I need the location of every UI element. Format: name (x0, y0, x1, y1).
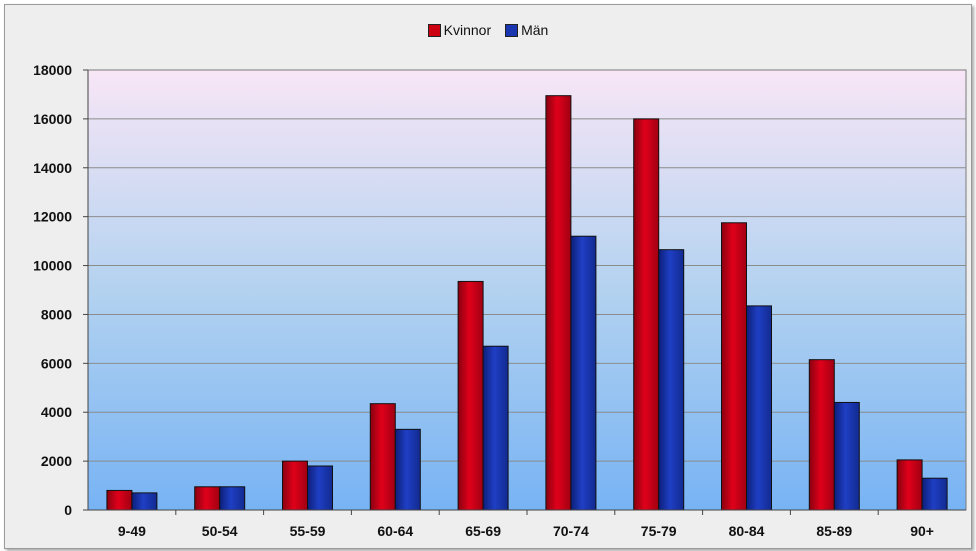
legend-label-man: Män (521, 22, 549, 38)
bar-man-55-59 (307, 465, 333, 511)
x-tick-label: 9-49 (118, 523, 146, 539)
legend: Kvinnor Män (0, 22, 976, 38)
bar-man-75-79 (658, 249, 685, 511)
y-tick-label: 14000 (33, 160, 72, 176)
y-tick-label: 4000 (41, 404, 72, 420)
legend-entry-kvinnor: Kvinnor (427, 22, 492, 38)
y-tick-label: 18000 (33, 62, 72, 78)
bar-kvinnor-70-74 (545, 95, 572, 511)
bar-kvinnor-80-84 (721, 222, 747, 511)
bar-kvinnor-90+ (896, 459, 923, 511)
bar-kvinnor-55-59 (282, 460, 308, 511)
legend-swatch-man (505, 23, 519, 37)
bar-man-9-49 (131, 492, 158, 511)
x-tick-label: 65-69 (465, 523, 501, 539)
bar-man-90+ (921, 477, 948, 511)
bar-kvinnor-65-69 (457, 280, 484, 511)
bar-man-65-69 (482, 345, 509, 511)
x-tick-label: 80-84 (729, 523, 765, 539)
bar-man-70-74 (570, 235, 597, 511)
x-tick-label: 70-74 (553, 523, 589, 539)
bar-kvinnor-60-64 (369, 403, 396, 511)
bar-kvinnor-50-54 (194, 486, 221, 511)
y-tick-label: 12000 (33, 209, 72, 225)
bars (106, 95, 948, 511)
legend-label-kvinnor: Kvinnor (443, 22, 492, 38)
y-tick-label: 6000 (41, 355, 72, 371)
x-tick-label: 85-89 (816, 523, 852, 539)
x-tick-label: 55-59 (290, 523, 326, 539)
bar-man-50-54 (219, 486, 246, 511)
gridlines (88, 118, 966, 462)
bar-man-80-84 (746, 305, 772, 511)
bar-man-85-89 (833, 401, 860, 511)
x-tick-label: 90+ (910, 523, 934, 539)
y-tick-label: 10000 (33, 258, 72, 274)
x-tick-label: 60-64 (377, 523, 413, 539)
y-tick-label: 8000 (41, 306, 72, 322)
legend-entry-man: Män (505, 22, 548, 38)
legend-swatch-kvinnor (427, 23, 441, 37)
y-tick-label: 16000 (33, 111, 72, 127)
y-tick-label: 0 (64, 502, 72, 518)
bar-kvinnor-85-89 (808, 359, 835, 511)
bar-man-60-64 (394, 428, 421, 511)
x-tick-label: 50-54 (202, 523, 238, 539)
x-axis-ticks: 9-49 50-54 55-59 60-64 65-69 70-74 75-79 80-84 8… (118, 510, 934, 539)
y-tick-label: 2000 (41, 453, 72, 469)
y-axis-ticks: 0 2000 4000 6000 8000 10000 12000 14000 16000 180… (33, 62, 88, 518)
bar-kvinnor-9-49 (106, 489, 133, 511)
x-tick-label: 75-79 (641, 523, 677, 539)
bar-kvinnor-75-79 (633, 118, 660, 511)
